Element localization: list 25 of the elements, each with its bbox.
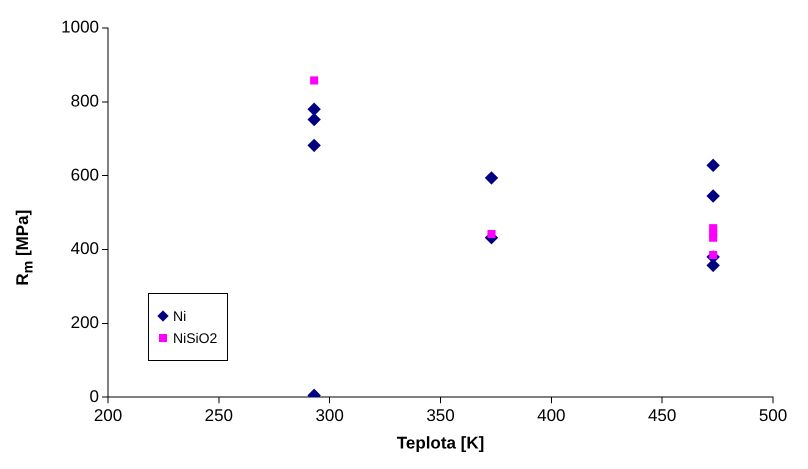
x-tick-label: 500 [758,406,788,426]
legend-label: Ni [173,308,186,324]
y-tick-label: 0 [90,386,99,406]
point [709,234,718,242]
point [484,171,498,184]
point [487,230,496,238]
x-tick-label: 400 [537,406,566,426]
x-tick-label: 450 [648,406,676,426]
point [310,76,318,84]
x-tick-label: 350 [426,406,455,426]
point [308,113,321,126]
point [706,158,720,172]
y-tick-label: 1000 [61,18,99,37]
y-tick-label: 200 [70,313,99,332]
point [706,189,720,202]
y-tick-label: 600 [70,165,99,184]
x-tick-label: 200 [94,406,122,426]
legend-label: NiSiO2 [173,330,218,346]
point [308,102,321,116]
y-tick-label: 400 [70,239,99,258]
point [308,138,321,152]
x-tick-label: 250 [204,406,234,426]
y-tick-label: 800 [70,92,99,111]
x-axis-title: Teplota [K] [396,433,484,452]
x-tick-label: 300 [315,406,344,426]
